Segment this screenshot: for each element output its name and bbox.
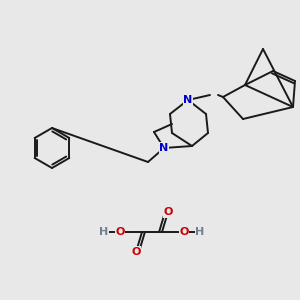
Text: N: N (159, 143, 169, 153)
Text: H: H (99, 227, 109, 237)
Text: O: O (115, 227, 125, 237)
Text: H: H (195, 227, 205, 237)
Text: N: N (183, 95, 193, 105)
Text: O: O (131, 247, 141, 257)
Text: O: O (163, 207, 173, 217)
Text: O: O (179, 227, 189, 237)
